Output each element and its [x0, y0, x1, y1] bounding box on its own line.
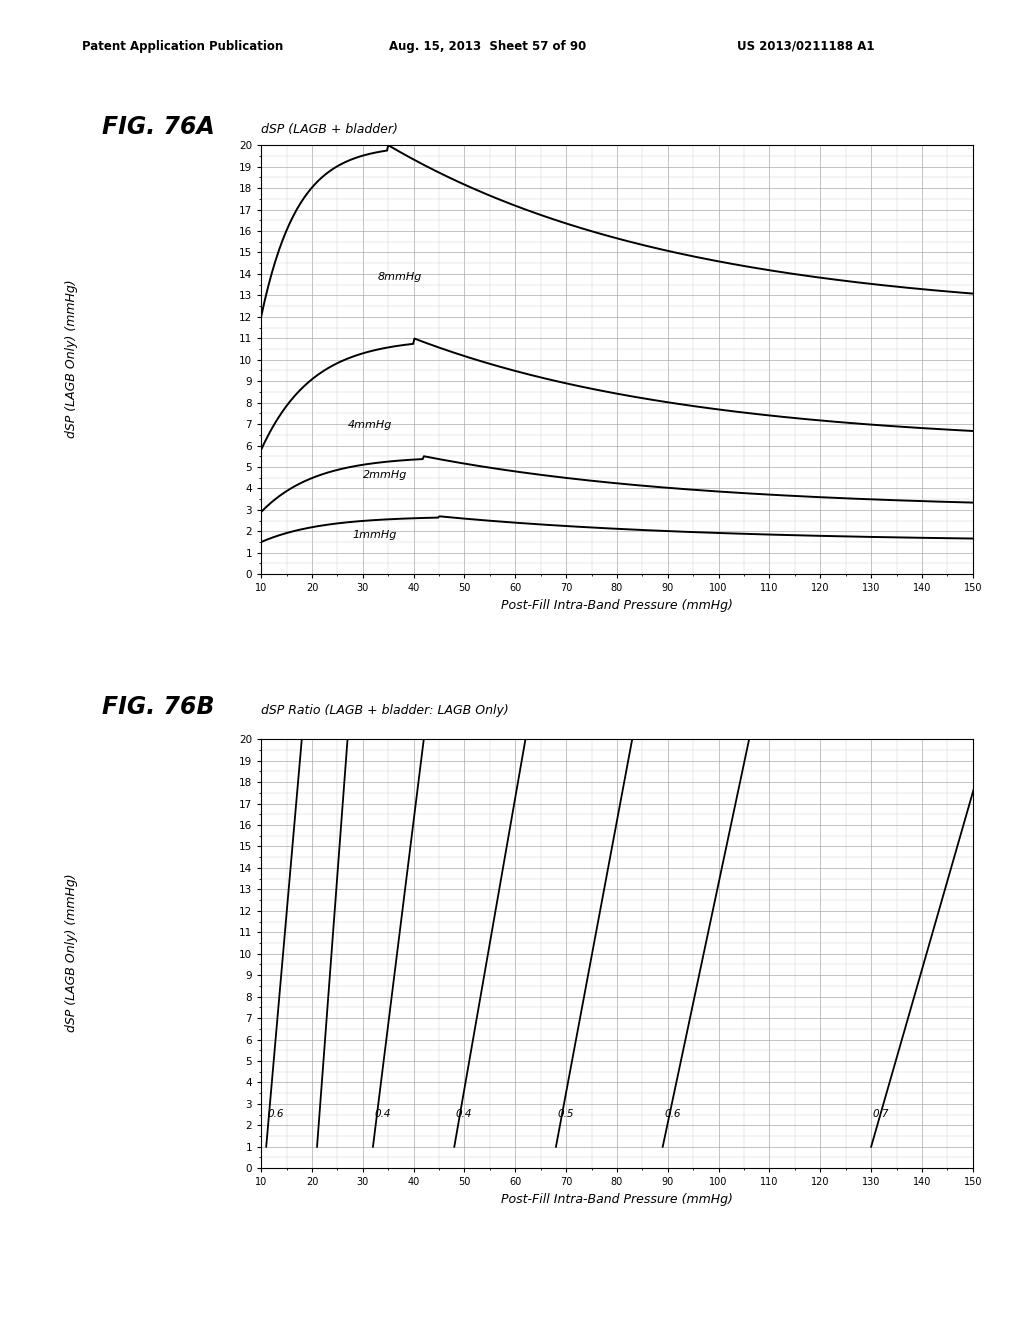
Text: 1mmHg: 1mmHg	[352, 529, 397, 540]
Text: dSP (LAGB Only) (mmHg): dSP (LAGB Only) (mmHg)	[66, 874, 78, 1032]
Text: 2mmHg: 2mmHg	[362, 470, 408, 479]
Text: 0.4: 0.4	[456, 1109, 472, 1119]
Text: 0.6: 0.6	[267, 1109, 285, 1119]
Text: FIG. 76B: FIG. 76B	[102, 696, 215, 719]
Text: 0.6: 0.6	[665, 1109, 681, 1119]
Text: 0.7: 0.7	[872, 1109, 889, 1119]
Text: US 2013/0211188 A1: US 2013/0211188 A1	[737, 40, 874, 53]
X-axis label: Post-Fill Intra-Band Pressure (mmHg): Post-Fill Intra-Band Pressure (mmHg)	[501, 599, 733, 611]
Text: 4mmHg: 4mmHg	[347, 420, 392, 430]
Text: FIG. 76A: FIG. 76A	[102, 115, 215, 139]
Text: 8mmHg: 8mmHg	[378, 272, 423, 282]
Text: Patent Application Publication: Patent Application Publication	[82, 40, 284, 53]
Text: 0.5: 0.5	[557, 1109, 574, 1119]
X-axis label: Post-Fill Intra-Band Pressure (mmHg): Post-Fill Intra-Band Pressure (mmHg)	[501, 1193, 733, 1205]
Text: 0.4: 0.4	[375, 1109, 391, 1119]
Text: dSP Ratio (LAGB + bladder: LAGB Only): dSP Ratio (LAGB + bladder: LAGB Only)	[261, 704, 509, 717]
Text: Aug. 15, 2013  Sheet 57 of 90: Aug. 15, 2013 Sheet 57 of 90	[389, 40, 587, 53]
Text: dSP (LAGB + bladder): dSP (LAGB + bladder)	[261, 123, 398, 136]
Text: dSP (LAGB Only) (mmHg): dSP (LAGB Only) (mmHg)	[66, 280, 78, 438]
